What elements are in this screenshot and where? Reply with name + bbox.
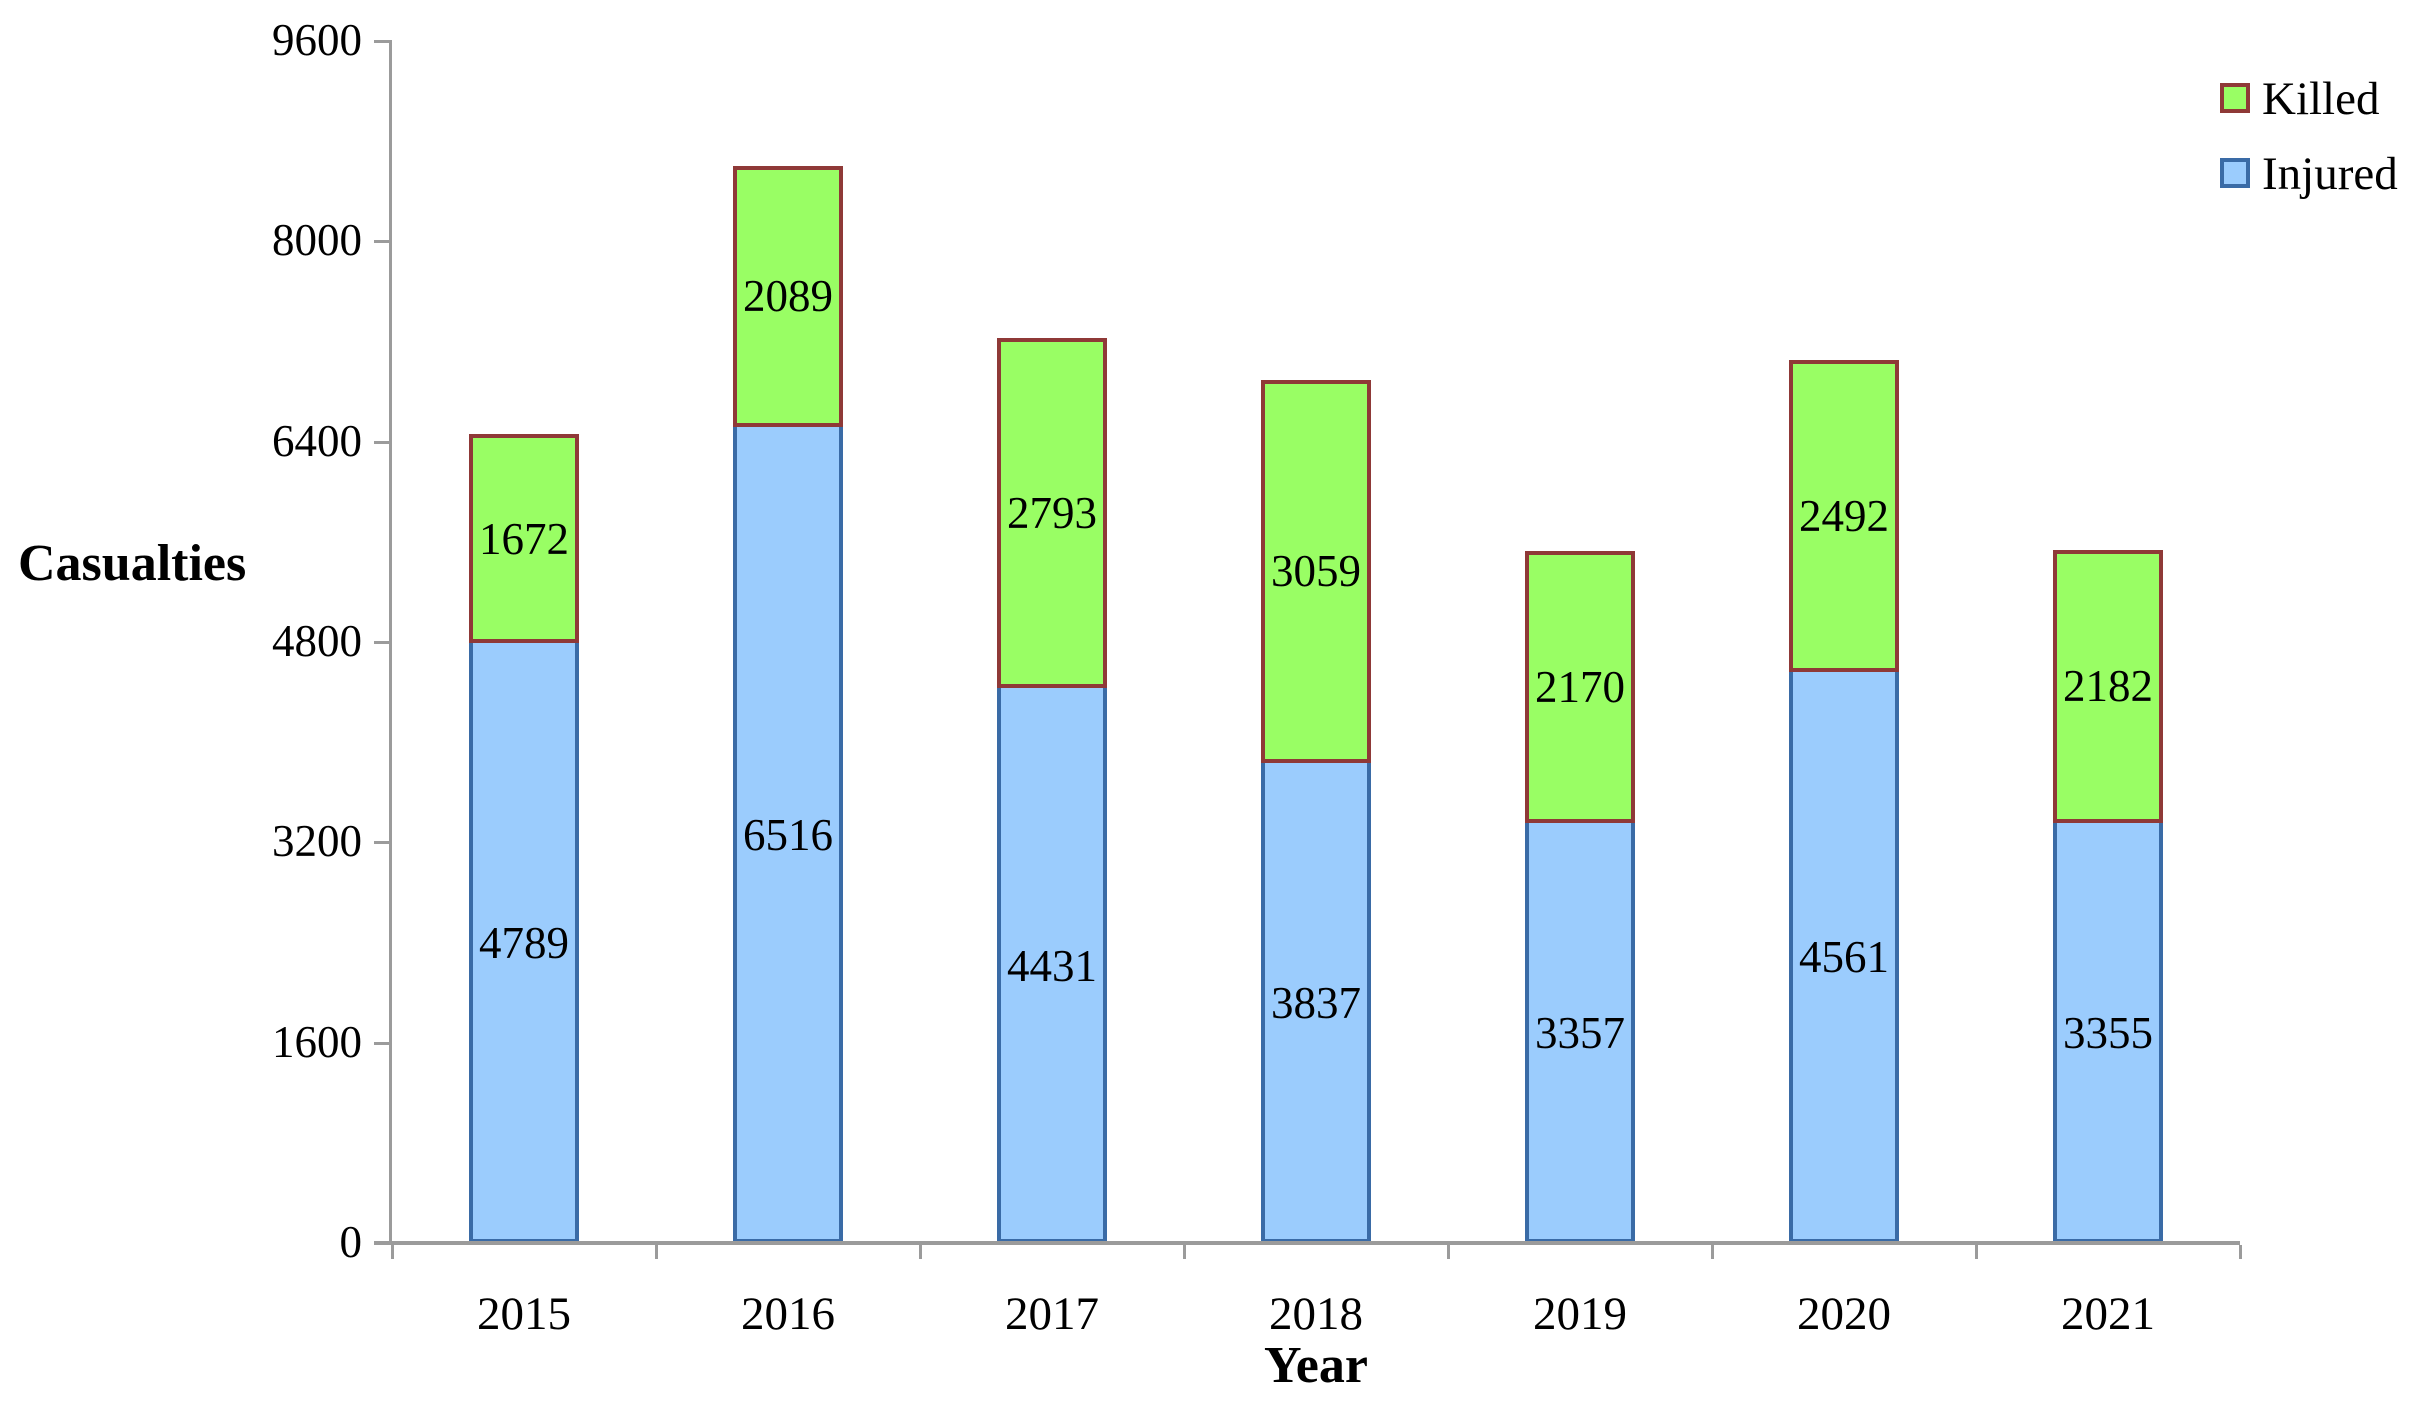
bar-value-label-injured: 6516	[743, 810, 833, 861]
x-axis-tick	[391, 1245, 394, 1259]
bar-value-label-injured: 4789	[479, 918, 569, 969]
y-tick-label: 9600	[272, 15, 362, 65]
bar-value-label-injured: 4431	[1007, 940, 1097, 991]
bar-segment-killed	[733, 165, 843, 428]
bar-segment-killed	[2053, 549, 2163, 823]
bar-value-label-killed: 2793	[1007, 488, 1097, 539]
y-axis-tick	[374, 440, 392, 444]
x-axis-tick	[919, 1245, 922, 1259]
x-axis-title: Year	[1264, 1337, 1368, 1394]
y-axis-title: Casualties	[18, 535, 247, 592]
x-tick-label: 2019	[1533, 1288, 1627, 1340]
bar-value-label-killed: 1672	[479, 513, 569, 564]
bar-segment-killed	[469, 434, 579, 644]
x-tick-label: 2018	[1269, 1288, 1363, 1340]
x-axis-line	[374, 1241, 2240, 1245]
bar-segment-killed	[1789, 359, 1899, 672]
x-tick-label: 2021	[2061, 1288, 2155, 1340]
y-axis-tick	[374, 641, 392, 644]
x-tick-label: 2020	[1797, 1288, 1891, 1340]
y-axis-tick	[374, 1041, 392, 1045]
y-tick-label: 1600	[272, 1016, 362, 1067]
legend-swatch-injured	[2220, 158, 2250, 188]
bar-value-label-injured: 3355	[2063, 1007, 2153, 1058]
bar-value-label-injured: 4561	[1799, 932, 1889, 983]
x-axis-tick	[655, 1245, 658, 1259]
bar-value-label-injured: 3357	[1535, 1007, 1625, 1058]
x-axis-tick	[1711, 1245, 1714, 1259]
x-axis-tick	[2239, 1245, 2242, 1259]
bar-segment-injured	[1525, 822, 1635, 1243]
y-tick-label: 6400	[272, 415, 362, 466]
bar-value-label-killed: 2182	[2063, 661, 2153, 712]
legend-swatch-killed	[2220, 83, 2250, 113]
x-axis-tick	[1447, 1245, 1450, 1259]
bar-value-label-killed: 2089	[743, 271, 833, 322]
x-axis-tick	[1183, 1245, 1186, 1259]
bar-segment-injured	[469, 643, 579, 1243]
x-tick-label: 2017	[1005, 1288, 1099, 1340]
bar-segment-injured	[733, 427, 843, 1243]
bar-value-label-killed: 2492	[1799, 490, 1889, 541]
bar-value-label-injured: 3837	[1271, 977, 1361, 1028]
x-axis-tick	[1975, 1245, 1978, 1259]
legend-label-injured: Injured	[2262, 148, 2398, 200]
bar-segment-injured	[997, 688, 1107, 1243]
bar-value-label-killed: 3059	[1271, 546, 1361, 597]
legend-label-killed: Killed	[2262, 73, 2380, 125]
bar-segment-killed	[997, 338, 1107, 689]
bar-segment-injured	[1261, 762, 1371, 1243]
bar-value-label-killed: 2170	[1535, 661, 1625, 712]
y-axis-tick	[374, 240, 392, 244]
bar-segment-injured	[1789, 671, 1899, 1243]
y-tick-label: 4800	[272, 616, 362, 666]
y-axis-tick	[374, 841, 392, 845]
bar-segment-killed	[1525, 550, 1635, 823]
bar-segment-killed	[1261, 379, 1371, 763]
x-tick-label: 2016	[741, 1288, 835, 1340]
y-axis-tick	[374, 40, 392, 43]
y-tick-label: 3200	[272, 816, 362, 867]
x-tick-label: 2015	[477, 1288, 571, 1340]
y-tick-label: 0	[339, 1217, 363, 1267]
bar-segment-injured	[2053, 822, 2163, 1243]
y-tick-label: 8000	[272, 215, 362, 266]
